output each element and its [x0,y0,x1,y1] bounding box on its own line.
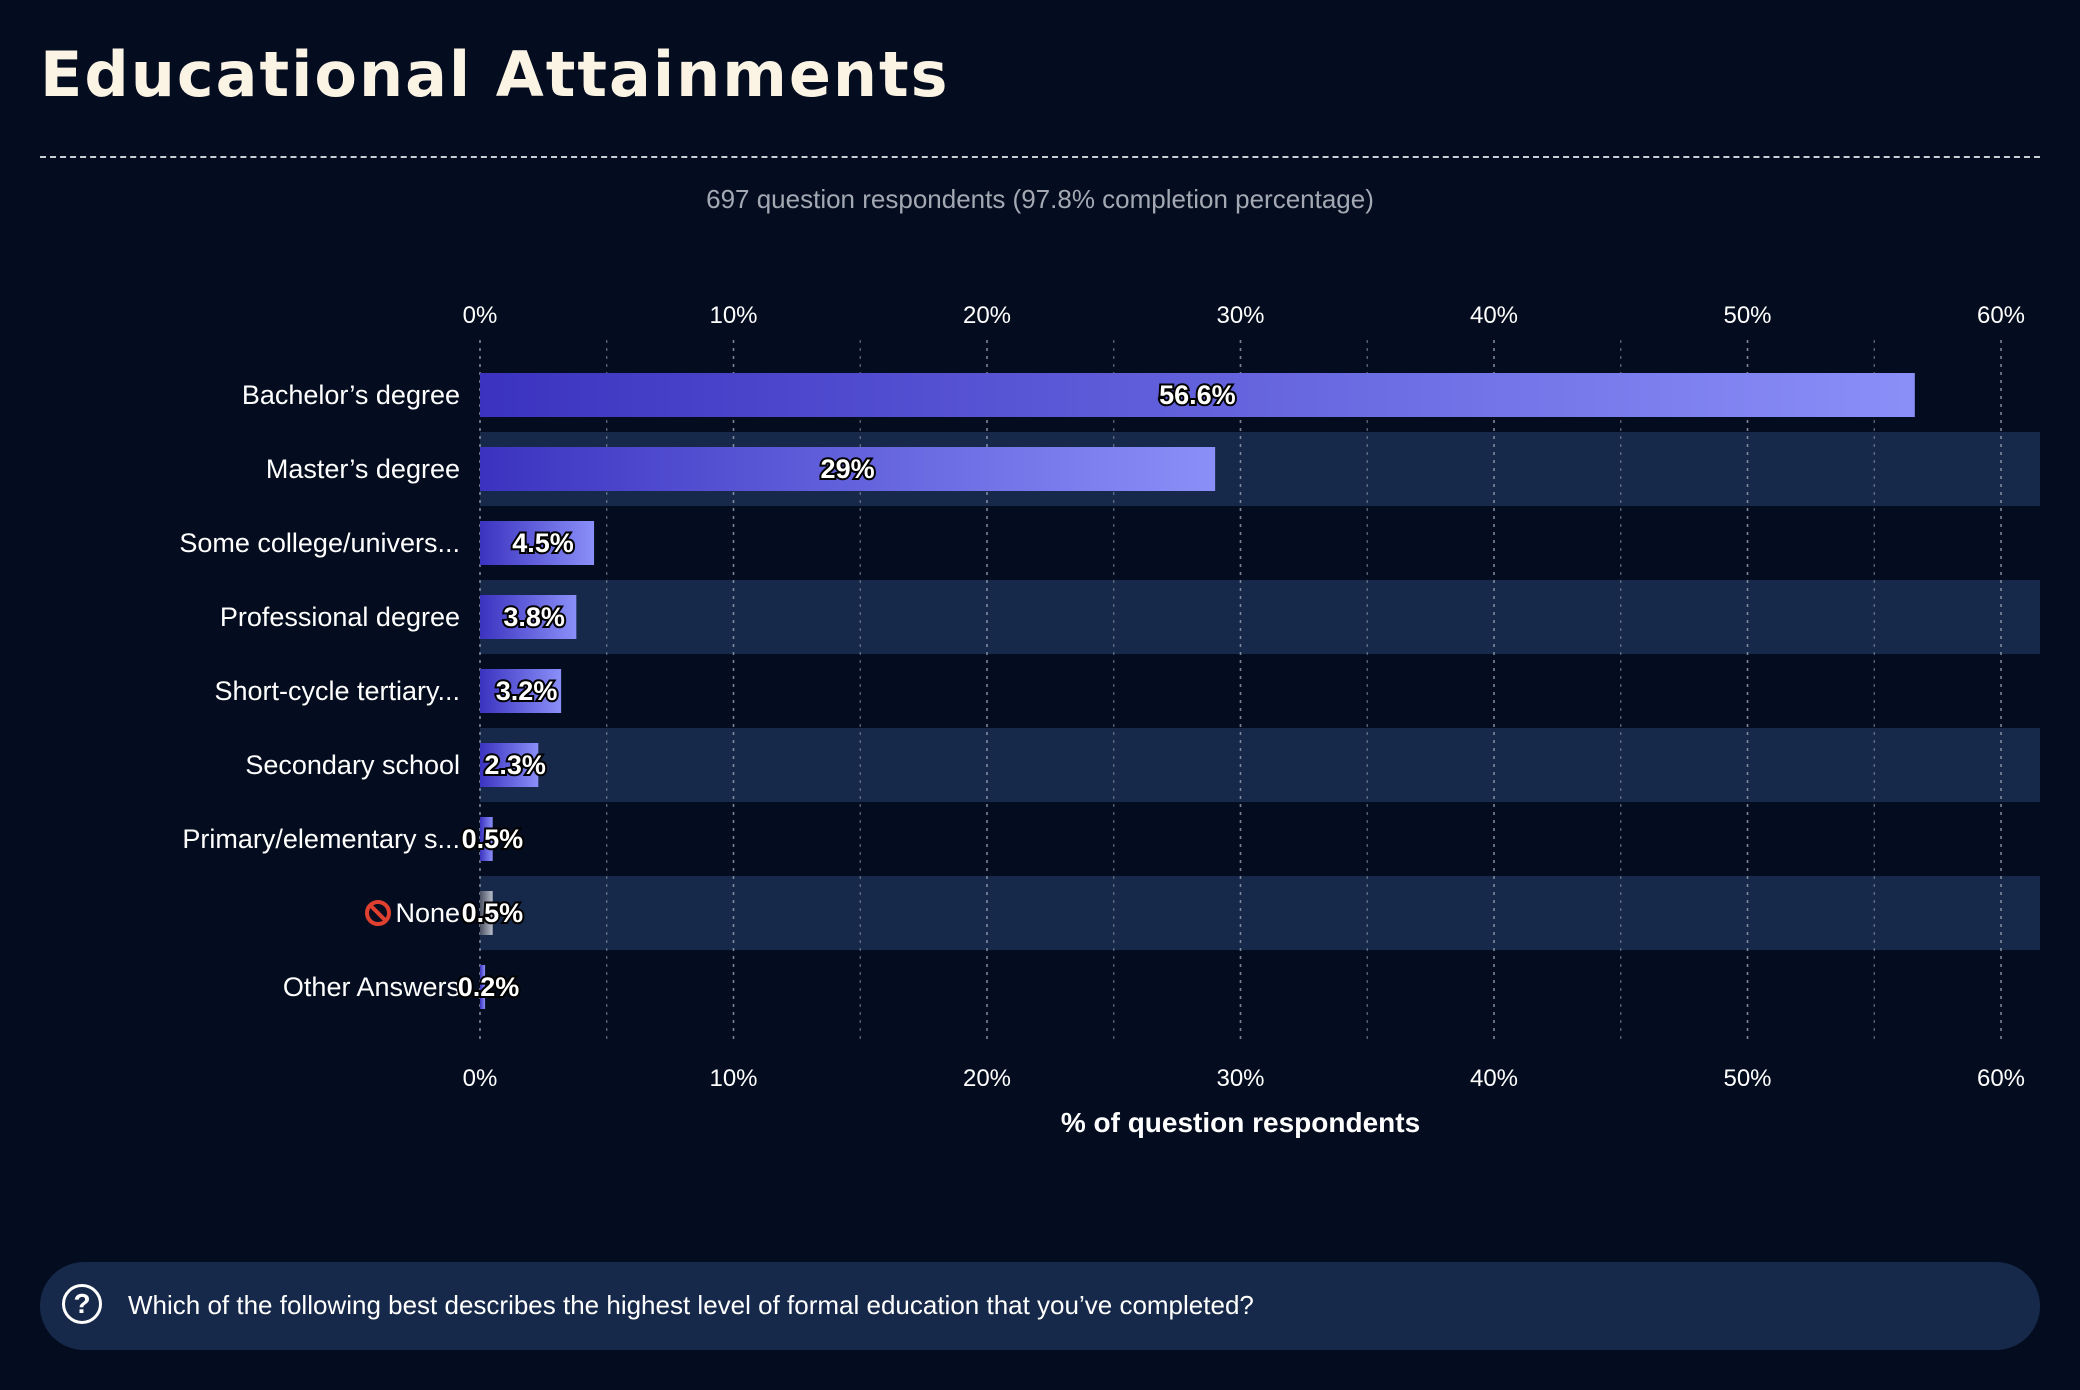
value-label: 3.8% [503,602,565,632]
chart-subtitle: 697 question respondents (97.8% completi… [706,184,1374,214]
row-band [480,580,2040,654]
question-circle-icon[interactable]: ? [62,1284,102,1324]
bar [480,743,539,787]
value-label: 0.5% [462,824,524,854]
category-label: Master’s degree [266,454,460,484]
bar [480,521,595,565]
bars [480,373,1915,1009]
x-tick-label-bottom: 10% [709,1065,757,1092]
category-label: Bachelor’s degree [242,380,460,410]
x-axis-label: % of question respondents [1061,1107,1420,1138]
x-tick-label-bottom: 50% [1723,1065,1771,1092]
title-divider [40,156,2040,158]
category-label: Other Answers [283,972,460,1002]
bar [480,669,562,713]
x-tick-label-top: 40% [1470,302,1518,329]
bar [480,595,577,639]
row-band [480,876,2040,950]
value-labels: 56.6% 29% 4.5% 3.8% 3.2% 2.3% 0.5% 0.5% 0.2% [456,378,1238,1004]
value-label: 2.3% [484,750,546,780]
page-title: Educational Attainments [40,38,950,111]
question-banner: ? Which of the following best describes … [40,1262,2040,1350]
x-tick-label-bottom: 20% [963,1065,1011,1092]
value-label: 3.2% [496,676,558,706]
category-label: Professional degree [220,602,460,632]
value-label: 29% [821,454,875,484]
x-tick-label-top: 20% [963,302,1011,329]
x-tick-label-top: 50% [1723,302,1771,329]
category-label: Primary/elementary s... [182,824,460,854]
category-label: Some college/univers... [179,528,460,558]
row-band [480,728,2040,802]
bar [480,373,1915,417]
prohibited-icon [365,900,391,926]
question-text: Which of the following best describes th… [128,1290,1254,1320]
x-tick-label-bottom: 60% [1977,1065,2025,1092]
axis-ticks: 0% 0% 10% 10% 20% 20% 30% 30% 40% 40% 50% 50% 60% 60% [463,302,2025,1092]
x-tick-label-top: 60% [1977,302,2025,329]
x-tick-label-top: 0% [463,302,498,329]
x-tick-label-bottom: 40% [1470,1065,1518,1092]
bar [480,891,493,935]
x-tick-label-bottom: 30% [1216,1065,1264,1092]
bar [480,965,486,1009]
category-label: Short-cycle tertiary... [214,676,460,706]
value-label: 4.5% [512,528,574,558]
category-labels: Bachelor’s degree Master’s degree Some col… [179,380,460,1002]
value-label: 56.6% [1159,380,1236,410]
category-label: Secondary school [245,750,460,780]
category-label: None [395,898,460,928]
value-label: 0.2% [458,972,520,1002]
x-tick-label-bottom: 0% [463,1065,498,1092]
bar [480,817,493,861]
bar-chart: Bachelor’s degree Master’s degree Some col… [179,302,2040,1138]
value-label: 0.5% [462,898,524,928]
bar [480,447,1216,491]
x-tick-label-top: 10% [709,302,757,329]
row-bands [480,432,2040,950]
x-tick-label-top: 30% [1216,302,1264,329]
